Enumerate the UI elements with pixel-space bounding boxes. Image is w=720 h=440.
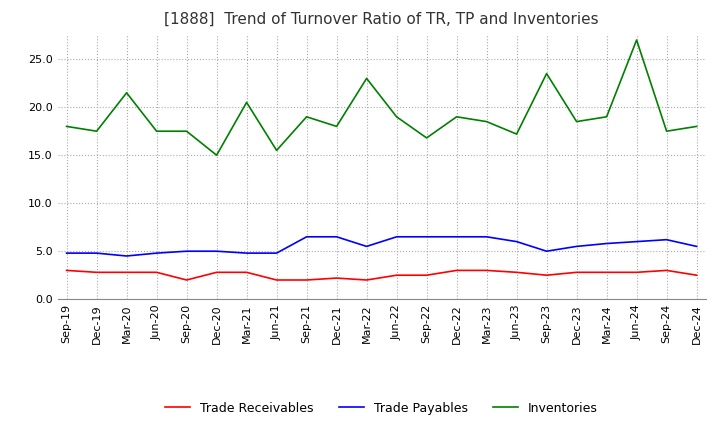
Trade Payables (302, 234, 311, 239)
Inventories (212, 153, 221, 158)
Inventories (482, 119, 491, 124)
Inventories (662, 128, 671, 134)
Trade Receivables (62, 268, 71, 273)
Trade Payables (62, 250, 71, 256)
Inventories (122, 90, 131, 95)
Trade Receivables (272, 277, 281, 282)
Trade Receivables (482, 268, 491, 273)
Inventories (693, 124, 701, 129)
Line: Inventories: Inventories (66, 40, 697, 155)
Trade Receivables (452, 268, 461, 273)
Trade Payables (602, 241, 611, 246)
Trade Payables (662, 237, 671, 242)
Inventories (153, 128, 161, 134)
Trade Receivables (122, 270, 131, 275)
Trade Receivables (693, 272, 701, 278)
Trade Payables (122, 253, 131, 259)
Trade Receivables (182, 277, 191, 282)
Trade Receivables (422, 272, 431, 278)
Trade Receivables (212, 270, 221, 275)
Inventories (452, 114, 461, 119)
Trade Payables (482, 234, 491, 239)
Trade Payables (572, 244, 581, 249)
Inventories (333, 124, 341, 129)
Trade Payables (212, 249, 221, 254)
Trade Receivables (92, 270, 101, 275)
Inventories (302, 114, 311, 119)
Inventories (422, 135, 431, 140)
Trade Payables (362, 244, 371, 249)
Inventories (182, 128, 191, 134)
Trade Receivables (333, 275, 341, 281)
Trade Payables (422, 234, 431, 239)
Inventories (272, 148, 281, 153)
Line: Trade Payables: Trade Payables (66, 237, 697, 256)
Inventories (92, 128, 101, 134)
Title: [1888]  Trend of Turnover Ratio of TR, TP and Inventories: [1888] Trend of Turnover Ratio of TR, TP… (164, 12, 599, 27)
Trade Receivables (572, 270, 581, 275)
Trade Receivables (513, 270, 521, 275)
Trade Payables (452, 234, 461, 239)
Legend: Trade Receivables, Trade Payables, Inventories: Trade Receivables, Trade Payables, Inven… (161, 397, 603, 420)
Inventories (542, 71, 551, 76)
Trade Payables (632, 239, 641, 244)
Inventories (392, 114, 401, 119)
Trade Payables (392, 234, 401, 239)
Trade Receivables (302, 277, 311, 282)
Trade Payables (182, 249, 191, 254)
Trade Receivables (662, 268, 671, 273)
Inventories (242, 100, 251, 105)
Inventories (62, 124, 71, 129)
Inventories (572, 119, 581, 124)
Inventories (513, 132, 521, 137)
Trade Receivables (542, 272, 551, 278)
Trade Payables (513, 239, 521, 244)
Trade Payables (542, 249, 551, 254)
Inventories (602, 114, 611, 119)
Inventories (632, 37, 641, 43)
Trade Payables (153, 250, 161, 256)
Trade Receivables (242, 270, 251, 275)
Trade Payables (242, 250, 251, 256)
Trade Receivables (602, 270, 611, 275)
Trade Payables (272, 250, 281, 256)
Trade Payables (333, 234, 341, 239)
Trade Receivables (392, 272, 401, 278)
Trade Receivables (153, 270, 161, 275)
Trade Payables (693, 244, 701, 249)
Trade Receivables (362, 277, 371, 282)
Inventories (362, 76, 371, 81)
Trade Receivables (632, 270, 641, 275)
Line: Trade Receivables: Trade Receivables (66, 271, 697, 280)
Trade Payables (92, 250, 101, 256)
